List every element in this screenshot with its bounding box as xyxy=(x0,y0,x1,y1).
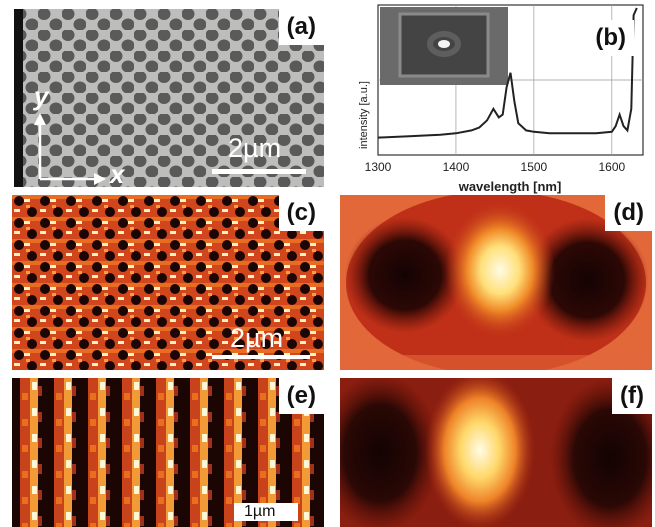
mode-map-d xyxy=(340,195,652,370)
nearfield-map-c xyxy=(12,195,324,370)
sem-image xyxy=(14,9,324,187)
axis-label-x: x xyxy=(110,159,125,187)
scale-text-e: 1µm xyxy=(244,503,276,520)
axis-label-y: y xyxy=(34,81,49,111)
panel-d: (d) xyxy=(340,195,652,370)
scale-text-c: 2µm xyxy=(230,323,284,353)
panel-label-e: (e) xyxy=(278,378,324,414)
x-tick-label: 1300 xyxy=(365,160,392,174)
panel-e: (e) 1µm xyxy=(12,378,324,527)
panel-label-d: (d) xyxy=(605,195,652,231)
inset-sem xyxy=(380,7,508,85)
panel-label-a: (a) xyxy=(278,9,324,45)
spectrum-line xyxy=(377,7,638,139)
panel-f: (f) xyxy=(340,378,652,527)
panel-a: (a) 2µm y x xyxy=(14,9,324,187)
y-axis-label: intensity [a.u.] xyxy=(358,81,370,149)
nearfield-map-e xyxy=(12,378,324,527)
panel-label-c: (c) xyxy=(278,195,324,231)
panel-b: 1300 1400 1500 1600 wavelength [nm] intensi… xyxy=(340,0,652,195)
x-axis-label: wavelength [nm] xyxy=(458,179,562,194)
scale-bar-c xyxy=(212,355,310,359)
panel-label-f: (f) xyxy=(612,378,652,414)
panel-label-b: (b) xyxy=(587,20,634,56)
scale-text-a: 2µm xyxy=(228,133,282,163)
scale-bar-e xyxy=(234,503,298,521)
x-tick-label: 1600 xyxy=(598,160,625,174)
scale-bar-a xyxy=(212,169,306,174)
mode-map-f xyxy=(340,378,652,527)
panel-c: (c) 2µm xyxy=(12,195,324,370)
x-tick-label: 1400 xyxy=(443,160,470,174)
x-tick-label: 1500 xyxy=(521,160,548,174)
